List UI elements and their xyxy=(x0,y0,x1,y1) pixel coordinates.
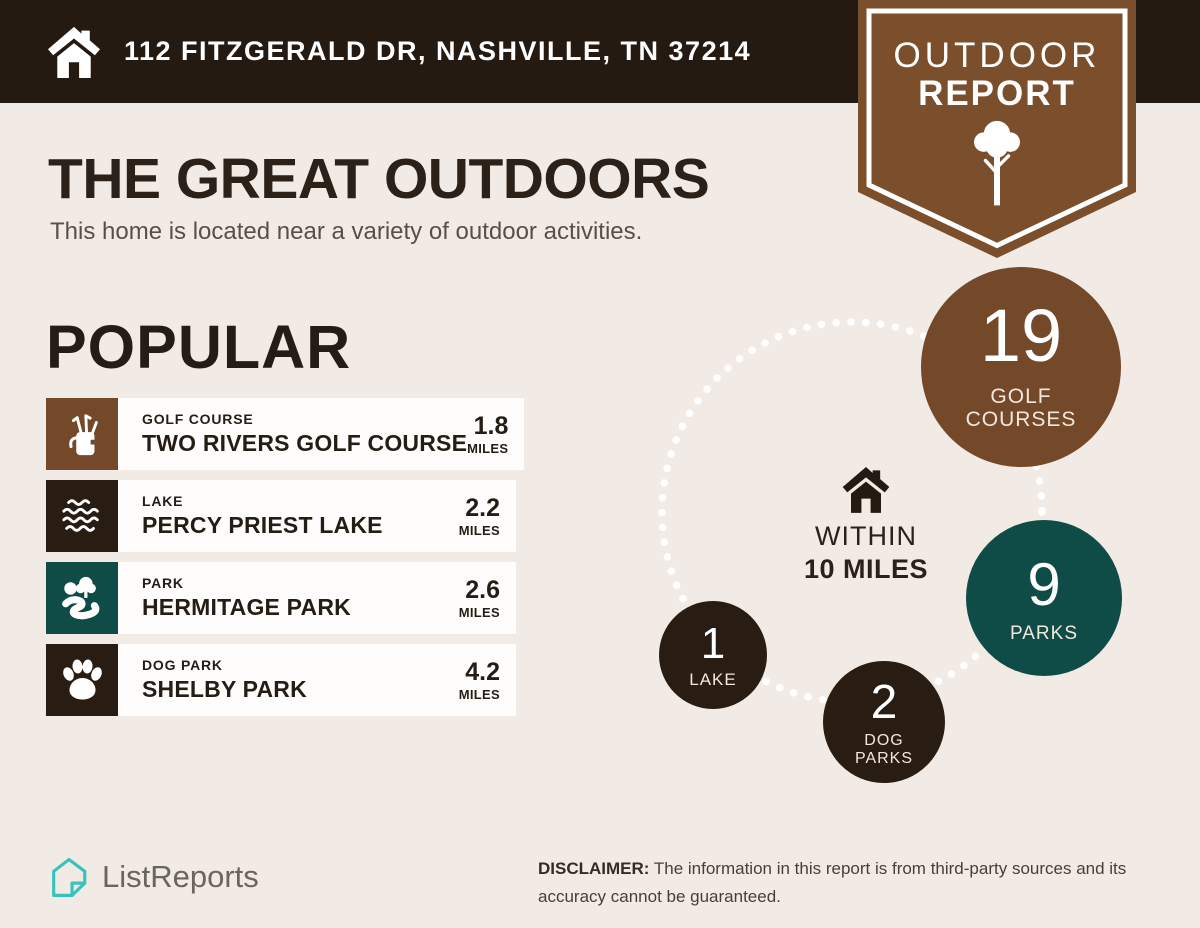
popular-heading: POPULAR xyxy=(46,313,352,381)
item-name: SHELBY PARK xyxy=(142,676,307,702)
brand-name: ListReports xyxy=(102,859,259,894)
distance-value: 1.8 xyxy=(473,411,509,440)
distance-value: 2.2 xyxy=(465,493,500,522)
item-category: DOG PARK xyxy=(142,657,223,673)
bubble-golf-courses: 19 GOLF COURSES xyxy=(921,267,1121,467)
park-icon xyxy=(62,576,100,620)
disclaimer: DISCLAIMER: The information in this repo… xyxy=(538,855,1186,910)
listreports-brand: ListReports xyxy=(48,856,259,898)
tree-icon xyxy=(974,120,1020,206)
bubble-label: PARKS xyxy=(1009,622,1078,644)
item-distance: 2.2 MILES xyxy=(458,493,500,538)
list-item-lake: LAKE PERCY PRIEST LAKE 2.2 MILES xyxy=(46,480,516,552)
distance-value: 2.6 xyxy=(465,575,500,604)
distance-unit: MILES xyxy=(458,522,500,538)
item-distance: 1.8 MILES xyxy=(467,411,509,456)
item-distance: 4.2 MILES xyxy=(458,657,500,702)
golf-bag-icon xyxy=(69,414,98,456)
item-name: HERMITAGE PARK xyxy=(142,594,351,620)
distance-unit: MILES xyxy=(458,604,500,620)
bubble-label: LAKE xyxy=(689,670,737,690)
bubble-count: 9 xyxy=(1027,550,1061,618)
listreports-logo-icon xyxy=(52,857,87,897)
item-category: GOLF COURSE xyxy=(142,411,254,427)
list-item-golf-course: GOLF COURSE TWO RIVERS GOLF COURSE 1.8 M… xyxy=(46,398,525,470)
lake-card: LAKE PERCY PRIEST LAKE 2.2 MILES xyxy=(118,480,516,552)
disclaimer-text: The information in this report is from t… xyxy=(538,859,1127,906)
bubble-parks: 9 PARKS xyxy=(966,520,1122,676)
within-label: WITHIN xyxy=(815,521,917,551)
outdoor-report-badge: OUTDOOR REPORT xyxy=(858,0,1136,260)
bubble-lake: 1 LAKE xyxy=(659,601,767,709)
item-category: PARK xyxy=(142,575,184,591)
park-card: PARK HERMITAGE PARK 2.6 MILES xyxy=(118,562,516,634)
item-name: PERCY PRIEST LAKE xyxy=(142,512,383,538)
paw-icon xyxy=(63,659,102,700)
bubble-count: 2 xyxy=(870,675,898,729)
page-title: THE GREAT OUTDOORS xyxy=(48,147,710,211)
golf-tile xyxy=(46,398,118,470)
item-distance: 2.6 MILES xyxy=(458,575,500,620)
dog-park-card: DOG PARK SHELBY PARK 4.2 MILES xyxy=(118,644,516,716)
distance-unit: MILES xyxy=(467,440,509,456)
disclaimer-label: DISCLAIMER: xyxy=(538,859,650,878)
park-tile xyxy=(46,562,118,634)
badge-title-line2: REPORT xyxy=(918,74,1076,113)
home-icon xyxy=(48,26,100,78)
bubble-label: GOLF COURSES xyxy=(965,384,1077,431)
bubble-count: 1 xyxy=(700,618,726,668)
list-item-dog-park: DOG PARK SHELBY PARK 4.2 MILES xyxy=(46,644,516,716)
property-address: 112 FITZGERALD DR, NASHVILLE, TN 37214 xyxy=(124,36,752,66)
bubble-count: 19 xyxy=(979,294,1063,378)
golf-card: GOLF COURSE TWO RIVERS GOLF COURSE 1.8 M… xyxy=(118,398,525,470)
bubble-dog-parks: 2 DOG PARKS xyxy=(823,661,945,783)
home-icon xyxy=(842,467,890,513)
radius-center: WITHIN 10 MILES xyxy=(773,466,959,585)
lake-tile xyxy=(46,480,118,552)
dog-park-tile xyxy=(46,644,118,716)
distance-value: 4.2 xyxy=(465,657,500,686)
waves-icon xyxy=(62,499,99,532)
page-subtitle: This home is located near a variety of o… xyxy=(50,218,643,245)
item-name: TWO RIVERS GOLF COURSE xyxy=(142,430,468,456)
miles-label: 10 MILES xyxy=(803,554,929,584)
badge-title-line1: OUTDOOR xyxy=(893,36,1101,75)
popular-list: GOLF COURSE TWO RIVERS GOLF COURSE 1.8 M… xyxy=(46,398,525,716)
bubble-label: DOG PARKS xyxy=(854,732,914,767)
item-category: LAKE xyxy=(142,493,184,509)
distance-unit: MILES xyxy=(458,686,500,702)
list-item-park: PARK HERMITAGE PARK 2.6 MILES xyxy=(46,562,516,634)
